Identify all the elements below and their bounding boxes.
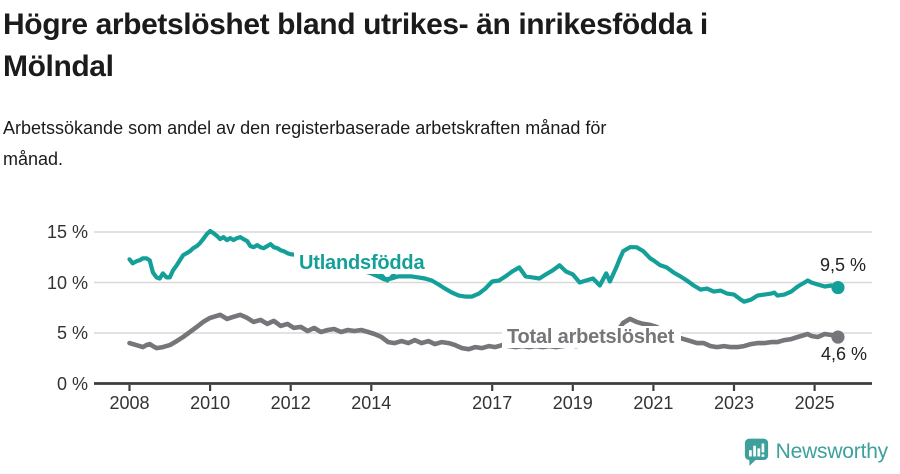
end-value-label-total-arbetsloshet: 4,6 % <box>820 344 867 364</box>
end-value-label-utlandsfodda: 9,5 % <box>819 255 866 275</box>
x-axis-label: 2017 <box>472 393 513 413</box>
page-title-line1: Högre arbetslöshet bland utrikes- än inr… <box>3 8 708 41</box>
y-axis-label: 10 % <box>46 272 88 293</box>
x-axis-label: 2023 <box>713 393 755 413</box>
series-end-dot-total-arbetsloshet <box>831 330 845 344</box>
x-axis-label: 2021 <box>633 393 674 413</box>
newsworthy-wordmark: Newsworthy <box>775 440 889 463</box>
y-axis-label: 0 % <box>56 373 88 394</box>
x-axis-label: 2010 <box>190 393 231 413</box>
newsworthy-bubble-chart-icon <box>744 438 768 466</box>
x-axis-label: 2008 <box>109 393 150 413</box>
chart-subtitle-line2: månad. <box>3 149 64 169</box>
page-title-line2: Mölndal <box>3 50 114 83</box>
x-axis-label: 2025 <box>794 393 835 413</box>
x-axis-label: 2012 <box>270 393 311 413</box>
chart-subtitle: Arbetssökande som andel av den registerb… <box>3 113 703 175</box>
series-line-total-arbetsloshet <box>127 312 841 352</box>
x-axis-label: 2019 <box>552 393 593 413</box>
series-label-utlandsfodda: Utlandsfödda <box>294 252 430 274</box>
chart-subtitle-line1: Arbetssökande som andel av den registerb… <box>3 118 607 138</box>
x-axis-label: 2014 <box>351 393 392 413</box>
label-pointer-arrow-utlandsfodda <box>378 271 397 283</box>
series-line-utlandsfodda <box>127 228 841 304</box>
series-end-dot-utlandsfodda <box>831 280 845 295</box>
newsworthy-logo: Newsworthy <box>744 437 888 467</box>
series-label-total-arbetsloshet: Total arbetslöshet <box>502 326 682 348</box>
y-axis-label: 15 % <box>46 222 88 242</box>
y-axis-label: 5 % <box>56 323 88 343</box>
page-title: Högre arbetslöshet bland utrikes- än inr… <box>3 4 833 88</box>
